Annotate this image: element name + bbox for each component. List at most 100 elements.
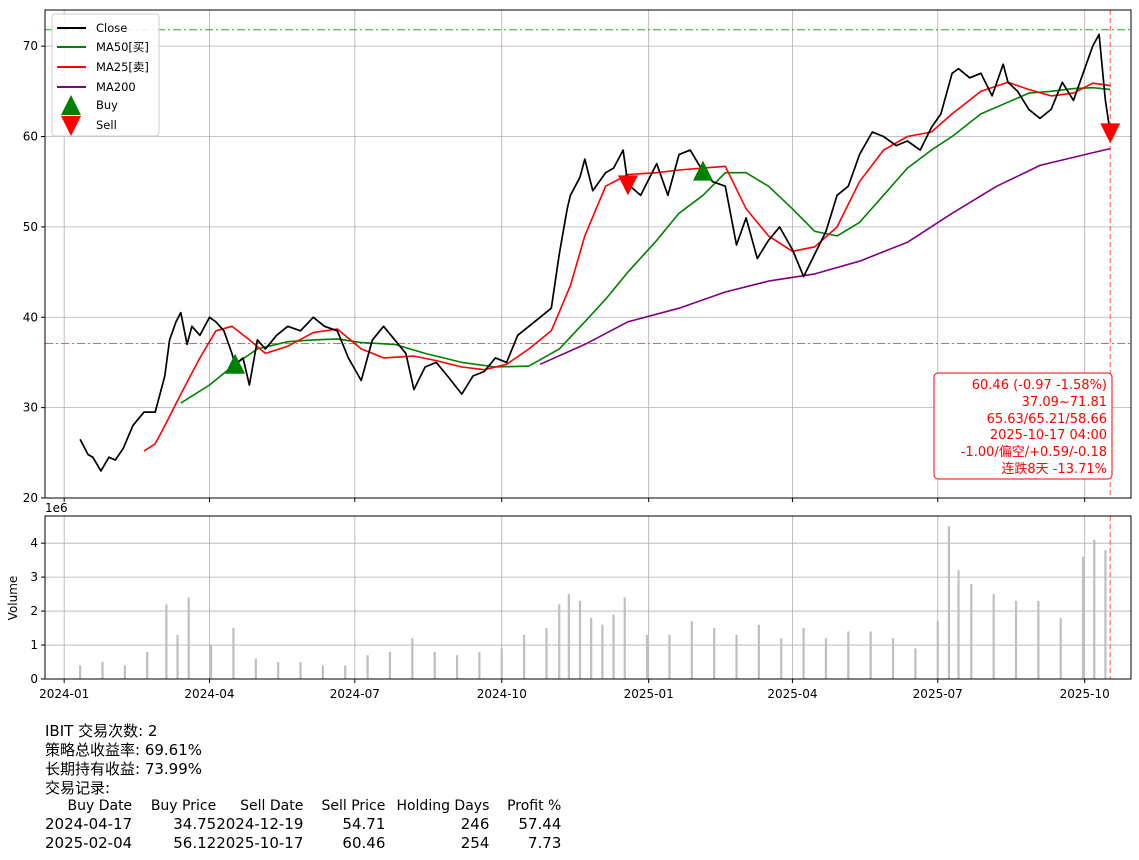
cell-profit: 57.44 bbox=[518, 815, 562, 833]
x-tick-label: 2024-04 bbox=[184, 687, 234, 701]
legend: Close MA50[买] MA25[卖] MA200 Buy Sell bbox=[51, 13, 160, 137]
col-sell-price: Sell Price bbox=[321, 798, 386, 814]
price-y-tick-label: 60 bbox=[23, 130, 38, 144]
sell-marker bbox=[1100, 123, 1121, 144]
volume-bar bbox=[277, 662, 280, 679]
buy-marker bbox=[225, 353, 246, 374]
trade-records-table: Buy Date Buy Price Sell Date Sell Price … bbox=[45, 798, 561, 853]
cell-buy-price: 56.12 bbox=[173, 834, 217, 852]
price-axes: 20 30 40 50 60 70 bbox=[23, 39, 1086, 505]
volume-bar bbox=[558, 604, 561, 679]
cell-holding-days: 254 bbox=[460, 834, 490, 852]
volume-bar bbox=[891, 638, 895, 679]
volume-axes: 2024-01 2024-04 2024-07 2024-10 2025-01 2025-… bbox=[30, 536, 1109, 701]
x-tick-label: 2024-10 bbox=[477, 687, 527, 701]
volume-bar bbox=[757, 624, 760, 679]
volume-y-tick-label: 1 bbox=[30, 638, 38, 652]
cell-sell-price: 54.71 bbox=[342, 815, 386, 833]
volume-bar bbox=[321, 665, 324, 679]
volume-bar bbox=[299, 662, 302, 679]
cell-profit: 7.73 bbox=[527, 834, 562, 852]
price-series bbox=[45, 10, 1131, 498]
info-box: 60.46 (-0.97 -1.58%) 37.09~71.81 65.63/6… bbox=[933, 372, 1113, 480]
volume-bar bbox=[847, 631, 850, 679]
volume-bar bbox=[545, 628, 548, 679]
cell-buy-date: 2025-02-04 bbox=[45, 834, 133, 852]
volume-bar bbox=[824, 638, 828, 679]
col-buy-date: Buy Date bbox=[67, 798, 133, 814]
table-row: 2024-04-17 34.75 2024-12-19 54.71 246 57… bbox=[45, 815, 561, 834]
info-box-frame bbox=[933, 372, 1113, 480]
volume-bar bbox=[947, 526, 951, 679]
volume-bar bbox=[735, 634, 738, 679]
table-header: Buy Date Buy Price Sell Date Sell Price … bbox=[45, 798, 562, 815]
x-tick-label: 2025-10 bbox=[1060, 687, 1110, 701]
legend-sell-label: Sell bbox=[96, 118, 117, 132]
cell-holding-days: 246 bbox=[460, 815, 490, 833]
volume-bar bbox=[1014, 600, 1018, 679]
volume-bar bbox=[433, 651, 436, 679]
volume-bar bbox=[187, 597, 190, 679]
legend-ma50-label: MA50[买] bbox=[96, 40, 149, 54]
series-line-ma200 bbox=[539, 147, 1111, 366]
legend-buy-label: Buy bbox=[96, 98, 118, 112]
price-y-tick-label: 20 bbox=[23, 491, 38, 505]
cell-sell-date: 2025-10-17 bbox=[216, 834, 304, 852]
volume-y-tick-label: 3 bbox=[30, 570, 38, 584]
volume-bar bbox=[590, 617, 593, 679]
volume-bar bbox=[612, 614, 615, 679]
volume-bar bbox=[101, 662, 104, 679]
volume-bar bbox=[992, 594, 995, 679]
volume-gridlines bbox=[45, 516, 1131, 680]
volume-bar bbox=[869, 631, 872, 679]
volume-bar bbox=[1059, 617, 1062, 679]
info-line-price: 60.46 (-0.97 -1.58%) bbox=[972, 378, 1107, 393]
volume-y-tick-label: 4 bbox=[30, 536, 38, 550]
volume-bar bbox=[455, 655, 459, 679]
volume-bar bbox=[1081, 556, 1085, 679]
volume-bar bbox=[645, 634, 649, 679]
volume-bar bbox=[411, 638, 414, 679]
info-line-range: 37.09~71.81 bbox=[1022, 395, 1107, 410]
legend-ma200-label: MA200 bbox=[96, 80, 136, 94]
volume-bar bbox=[668, 634, 671, 679]
volume-bar bbox=[957, 570, 960, 679]
legend-buy-marker bbox=[61, 95, 81, 115]
col-buy-price: Buy Price bbox=[150, 798, 217, 814]
legend-sell-marker bbox=[61, 116, 81, 136]
info-line-signal: -1.00/偏空/+0.59/-0.18 bbox=[961, 445, 1107, 460]
cell-buy-date: 2024-04-17 bbox=[45, 815, 133, 833]
legend-ma25-label: MA25[卖] bbox=[96, 60, 149, 74]
volume-bar bbox=[690, 621, 693, 679]
trade-markers bbox=[225, 123, 1121, 374]
cell-sell-date: 2024-12-19 bbox=[216, 815, 304, 833]
price-y-tick-label: 30 bbox=[23, 401, 38, 415]
cell-sell-price: 60.46 bbox=[342, 834, 386, 852]
volume-bar bbox=[970, 583, 973, 679]
price-y-tick-label: 50 bbox=[23, 220, 38, 234]
volume-bar bbox=[388, 651, 392, 679]
legend-box bbox=[51, 13, 160, 137]
trade-count: IBIT 交易次数: 2 bbox=[45, 722, 158, 740]
volume-bar bbox=[802, 628, 805, 679]
info-line-mas: 65.63/65.21/58.66 bbox=[987, 412, 1107, 427]
volume-bar bbox=[623, 597, 626, 679]
legend-close-label: Close bbox=[96, 21, 127, 35]
x-tick-label: 2024-07 bbox=[330, 687, 380, 701]
info-line-time: 2025-10-17 04:00 bbox=[990, 428, 1107, 443]
series-line-close bbox=[79, 33, 1112, 472]
sell-marker bbox=[617, 175, 638, 196]
buy-hold-return: 长期持有收益: 73.99% bbox=[45, 760, 203, 778]
volume-bar bbox=[254, 658, 257, 679]
strategy-summary: IBIT 交易次数: 2 策略总收益率: 69.61% 长期持有收益: 73.9… bbox=[45, 722, 645, 853]
volume-bar bbox=[478, 651, 481, 679]
series-line-ma50 bbox=[180, 86, 1111, 404]
strategy-return: 策略总收益率: 69.61% bbox=[45, 741, 203, 759]
volume-bar bbox=[578, 600, 582, 679]
x-tick-label: 2025-01 bbox=[624, 687, 674, 701]
volume-bar bbox=[914, 648, 917, 679]
table-row: 2025-02-04 56.12 2025-10-17 60.46 254 7.… bbox=[45, 834, 561, 853]
x-tick-label: 2025-07 bbox=[913, 687, 963, 701]
volume-y-tick-label: 2 bbox=[30, 604, 38, 618]
records-title: 交易记录: bbox=[45, 779, 111, 797]
